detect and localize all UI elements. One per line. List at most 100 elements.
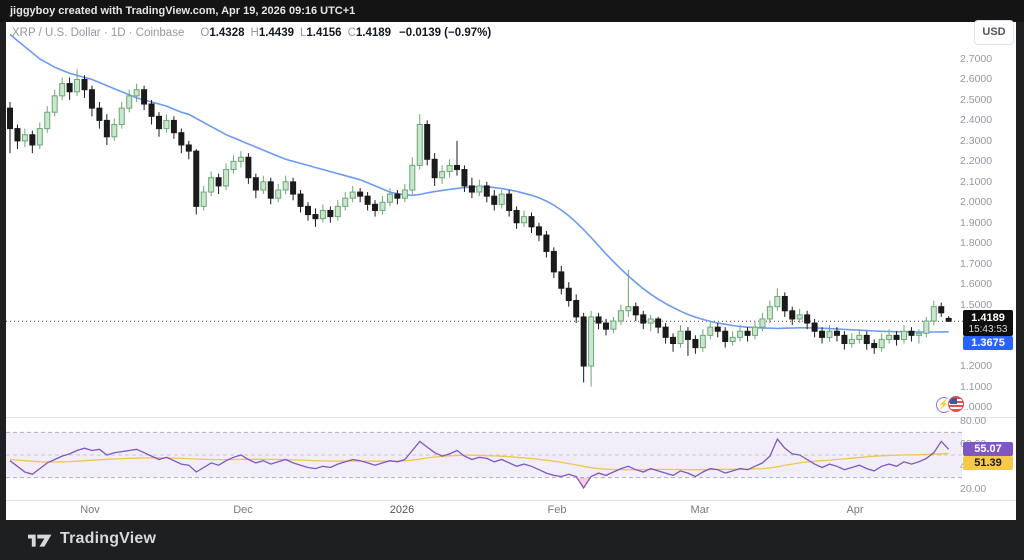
time-axis-separator	[6, 500, 1016, 501]
candle-body	[625, 306, 632, 312]
candle-body	[51, 95, 58, 113]
rsi-tick-label: 80.00	[960, 415, 987, 427]
candle-body	[111, 124, 118, 138]
candle-body	[275, 189, 282, 199]
candle-body	[476, 185, 483, 193]
currency-toggle-button[interactable]: USD	[974, 20, 1014, 45]
candle-body	[379, 201, 386, 211]
time-axis-label: 2026	[389, 504, 415, 516]
candle-body	[14, 128, 21, 142]
price-tick-label: 1.1000	[960, 380, 993, 393]
candle-body	[647, 318, 654, 324]
candle-body	[938, 306, 945, 314]
candle-body	[74, 78, 81, 93]
chart-canvas[interactable]	[6, 22, 1016, 520]
candle-body	[558, 271, 565, 289]
candle-body	[841, 334, 848, 345]
time-axis-label: Apr	[846, 504, 864, 516]
candle-body	[833, 330, 840, 336]
candle-body	[468, 185, 475, 193]
candle-body	[722, 330, 729, 342]
candle-body	[819, 330, 826, 338]
time-axis-label: Nov	[80, 504, 100, 516]
candle-body	[461, 169, 468, 187]
candle-body	[319, 209, 326, 220]
price-tick-label: 1.9000	[960, 216, 993, 229]
candle-body	[617, 310, 624, 322]
candle-body	[752, 326, 758, 336]
tradingview-logo-icon	[28, 534, 52, 547]
candle-body	[588, 316, 595, 367]
pane-separator[interactable]	[6, 417, 1016, 418]
candle-body	[595, 316, 602, 324]
rsi-tick-label: 20.00	[960, 482, 987, 495]
candle-body	[103, 119, 110, 138]
candle-body	[498, 193, 505, 205]
candle-body	[789, 310, 796, 320]
top-attribution-bar: jiggyboy created with TradingView.com, A…	[0, 0, 1024, 22]
rsi-ma-value-label: 51.39	[963, 456, 1013, 470]
time-axis-label: Dec	[233, 504, 253, 516]
ohlc-close-label: C	[347, 27, 356, 39]
candle-body	[915, 332, 922, 336]
usd-flag-icon	[948, 396, 964, 412]
candle-body	[670, 336, 677, 345]
price-tick-label: 1.8000	[960, 237, 993, 250]
candle-body	[334, 205, 341, 218]
candle-body	[446, 164, 453, 173]
candle-body	[237, 156, 244, 162]
candle-body	[29, 134, 36, 146]
candle-body	[826, 330, 833, 338]
candle-body	[632, 306, 639, 316]
candle-body	[312, 214, 319, 220]
price-tick-label: 1.0000	[960, 400, 993, 413]
candle-body	[342, 197, 349, 207]
chart-panel: XRP / U.S. Dollar · 1D · Coinbase O1.4328…	[6, 20, 1016, 520]
candle-body	[543, 234, 550, 252]
symbol-info-bar[interactable]: XRP / U.S. Dollar · 1D · Coinbase O1.4328…	[12, 27, 491, 39]
candle-body	[699, 334, 706, 349]
candle-body	[662, 326, 669, 338]
candle-body	[163, 119, 170, 130]
candle-body	[878, 338, 885, 349]
last-price-label: 1.4189 15:43:53	[963, 310, 1013, 336]
price-tick-label: 2.6000	[960, 73, 993, 86]
candle-body	[409, 164, 416, 191]
candle-body	[580, 316, 587, 367]
candle-body	[178, 132, 185, 146]
ohlc-open-value: 1.4328	[209, 27, 245, 39]
candle-body	[126, 95, 133, 109]
candle-body	[692, 338, 699, 349]
candle-body	[610, 320, 617, 330]
rsi-value-label: 55.07	[963, 442, 1013, 456]
price-tick-label: 1.7000	[960, 257, 993, 270]
candle-body	[923, 320, 930, 334]
candle-body	[737, 330, 744, 338]
candle-body	[230, 160, 237, 171]
symbol-title: XRP / U.S. Dollar · 1D · Coinbase	[12, 27, 185, 39]
last-price-value: 1.4189	[971, 312, 1005, 324]
tradingview-logo[interactable]: TradingView	[28, 530, 156, 548]
candle-body	[364, 195, 371, 205]
candle-body	[424, 124, 431, 160]
candle-body	[603, 322, 609, 330]
candle-body	[901, 330, 907, 340]
candle-body	[908, 330, 915, 336]
candle-body	[886, 334, 893, 340]
candle-body	[521, 216, 528, 224]
candle-body	[386, 193, 393, 203]
price-tick-label: 1.6000	[960, 278, 993, 291]
candle-body	[282, 181, 289, 191]
attribution-text: jiggyboy created with TradingView.com, A…	[10, 5, 356, 17]
candle-body	[252, 177, 259, 191]
candle-body	[565, 287, 572, 302]
price-tick-label: 1.2000	[960, 360, 993, 373]
symbol-pair-logos: ⚡	[936, 396, 970, 414]
candle-body	[88, 89, 95, 109]
candle-body	[774, 295, 781, 308]
price-tick-label: 2.4000	[960, 114, 993, 127]
candle-body	[148, 103, 155, 117]
candle-body	[677, 330, 684, 345]
candle-body	[431, 158, 438, 179]
candle-body	[223, 169, 230, 187]
